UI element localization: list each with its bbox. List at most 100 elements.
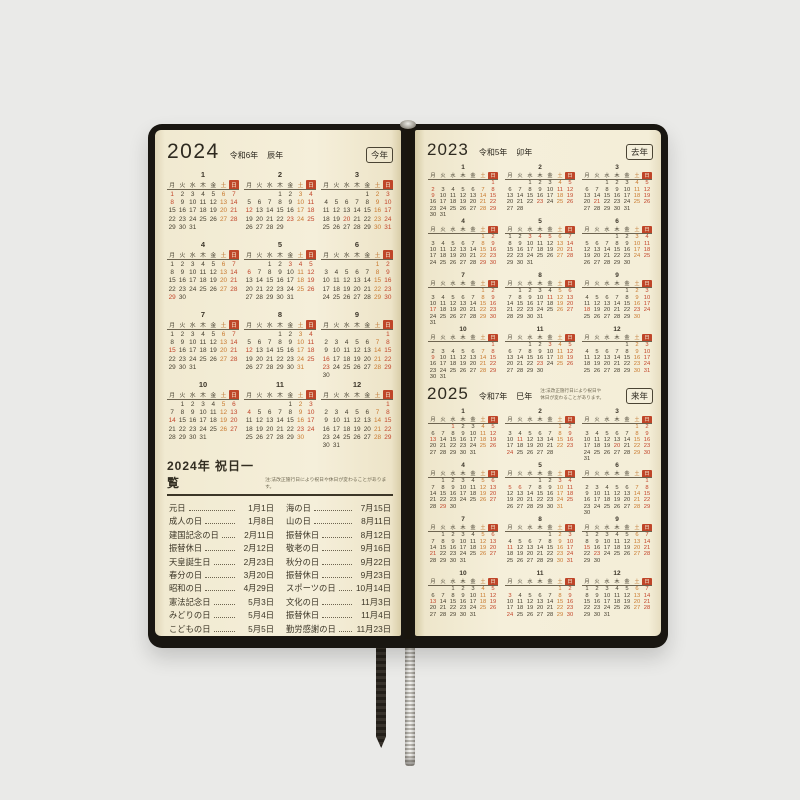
weekday-label: 月 <box>244 180 255 190</box>
day-cell: 9 <box>278 268 282 276</box>
day-cell: 21 <box>633 497 641 504</box>
day-cell: 20 <box>255 215 263 223</box>
day-cell: 19 <box>489 436 497 443</box>
day-cell: 18 <box>343 355 351 363</box>
day-cell: 24 <box>623 199 631 206</box>
zodiac-label: 卯年 <box>516 148 533 157</box>
day-cell: 9 <box>431 354 435 361</box>
day-cell: 30 <box>178 293 186 301</box>
day-cell: 6 <box>471 348 475 355</box>
day-cell: 29 <box>633 449 641 456</box>
weekday-label: 水 <box>341 180 352 190</box>
day-cell: 1 <box>615 234 619 241</box>
day-cell: 27 <box>245 293 253 301</box>
day-cell: 28 <box>353 223 361 231</box>
day-cell: 4 <box>481 586 485 593</box>
day-cell: 20 <box>219 347 228 355</box>
day-cell: 17 <box>439 361 447 368</box>
day-cell: 17 <box>526 246 534 253</box>
day-cell: 20 <box>230 417 238 425</box>
day-cell: 28 <box>255 293 263 301</box>
day-cell: 24 <box>546 199 554 206</box>
day-cell: 9 <box>288 338 293 346</box>
day-cell: 11 <box>613 592 621 599</box>
day-cell: 21 <box>536 551 544 558</box>
day-cell: 3 <box>471 586 475 593</box>
day-cell: 10 <box>469 592 477 599</box>
day-cell: 25 <box>613 605 621 612</box>
day-cell: 11 <box>506 544 514 551</box>
day-cell: 3 <box>548 180 552 187</box>
day-cell: 28 <box>373 433 382 441</box>
day-cell: 18 <box>583 361 591 368</box>
day-cell: 22 <box>633 443 641 450</box>
holiday-date: 10月14日 <box>355 583 391 594</box>
day-cell: 5 <box>344 268 349 276</box>
day-cell: 15 <box>633 436 641 443</box>
day-cell: 8 <box>625 348 629 355</box>
day-cell: 9 <box>324 347 328 355</box>
day-cell: 14 <box>266 207 274 215</box>
day-cell: 30 <box>536 367 544 374</box>
month-calendar: 1 月火水木金土日 1 2 3 4 5 6 7 8 9 10 11 12 13 14 15 16 17 18 19 20 2… <box>427 407 499 461</box>
day-cell: 2 <box>461 586 465 593</box>
day-cell: 26 <box>623 605 631 612</box>
day-cell: 14 <box>439 598 447 605</box>
day-cell: 22 <box>286 425 294 433</box>
day-cell: 20 <box>245 285 253 293</box>
day-cell: 14 <box>566 240 574 247</box>
month-calendar: 12 月火水木金土日 1 2 3 4 5 6 7 8 9 10 11 12 13 14 15 16 17 18 19 20… <box>321 380 393 450</box>
day-cell: 23 <box>566 443 574 450</box>
day-cell: 7 <box>481 186 485 193</box>
day-cell: 22 <box>168 285 176 293</box>
weekday-label: 月 <box>505 226 515 234</box>
day-cell: 13 <box>566 294 574 301</box>
day-cell: 2 <box>431 186 435 193</box>
day-cell: 30 <box>633 367 641 374</box>
day-cell: 5 <box>568 342 572 349</box>
day-cell: 12 <box>516 544 524 551</box>
holiday-name: 振替休日 <box>286 529 320 540</box>
day-cell: 3 <box>528 234 532 241</box>
day-cell: 12 <box>209 338 217 346</box>
day-cell: 19 <box>245 215 253 223</box>
day-cell: 11 <box>469 484 477 491</box>
day-cell: 13 <box>266 417 274 425</box>
day-cell: 26 <box>506 503 514 510</box>
day-cell: 16 <box>384 277 392 285</box>
day-cell: 18 <box>332 285 340 293</box>
day-cell: 11 <box>343 417 351 425</box>
day-cell: 23 <box>536 199 544 206</box>
day-cell: 31 <box>556 503 564 510</box>
day-cell: 20 <box>603 361 611 368</box>
weekday-label: 月 <box>428 334 438 342</box>
day-cell: 30 <box>449 503 457 510</box>
day-cell: 13 <box>593 246 601 253</box>
month-number: 1 <box>461 164 465 171</box>
day-cell: 1 <box>491 342 495 349</box>
day-cell: 13 <box>603 300 611 307</box>
day-cell: 16 <box>276 277 284 285</box>
day-cell: 27 <box>459 313 467 320</box>
day-cell: 26 <box>479 497 487 504</box>
day-cell: 19 <box>526 605 534 612</box>
day-cell: 16 <box>322 355 330 363</box>
weekday-label: 火 <box>438 524 448 532</box>
day-cell: 12 <box>489 592 497 599</box>
day-cell: 11 <box>449 354 457 361</box>
weekday-label: 木 <box>274 250 286 260</box>
day-cell: 2 <box>180 330 185 338</box>
weekday-label: 木 <box>351 390 363 400</box>
day-cell: 7 <box>595 186 599 193</box>
day-cell: 19 <box>479 544 487 551</box>
day-cell: 31 <box>286 293 294 301</box>
holiday-date: 5月5日 <box>248 623 274 634</box>
day-cell: 2 <box>278 260 282 268</box>
day-cell: 12 <box>583 246 591 253</box>
day-cell: 21 <box>479 361 487 368</box>
day-cell: 25 <box>296 285 305 293</box>
day-cell: 3 <box>558 478 562 485</box>
day-cell: 24 <box>439 367 447 374</box>
day-cell: 28 <box>633 503 641 510</box>
weekday-label: 土 <box>218 390 229 400</box>
